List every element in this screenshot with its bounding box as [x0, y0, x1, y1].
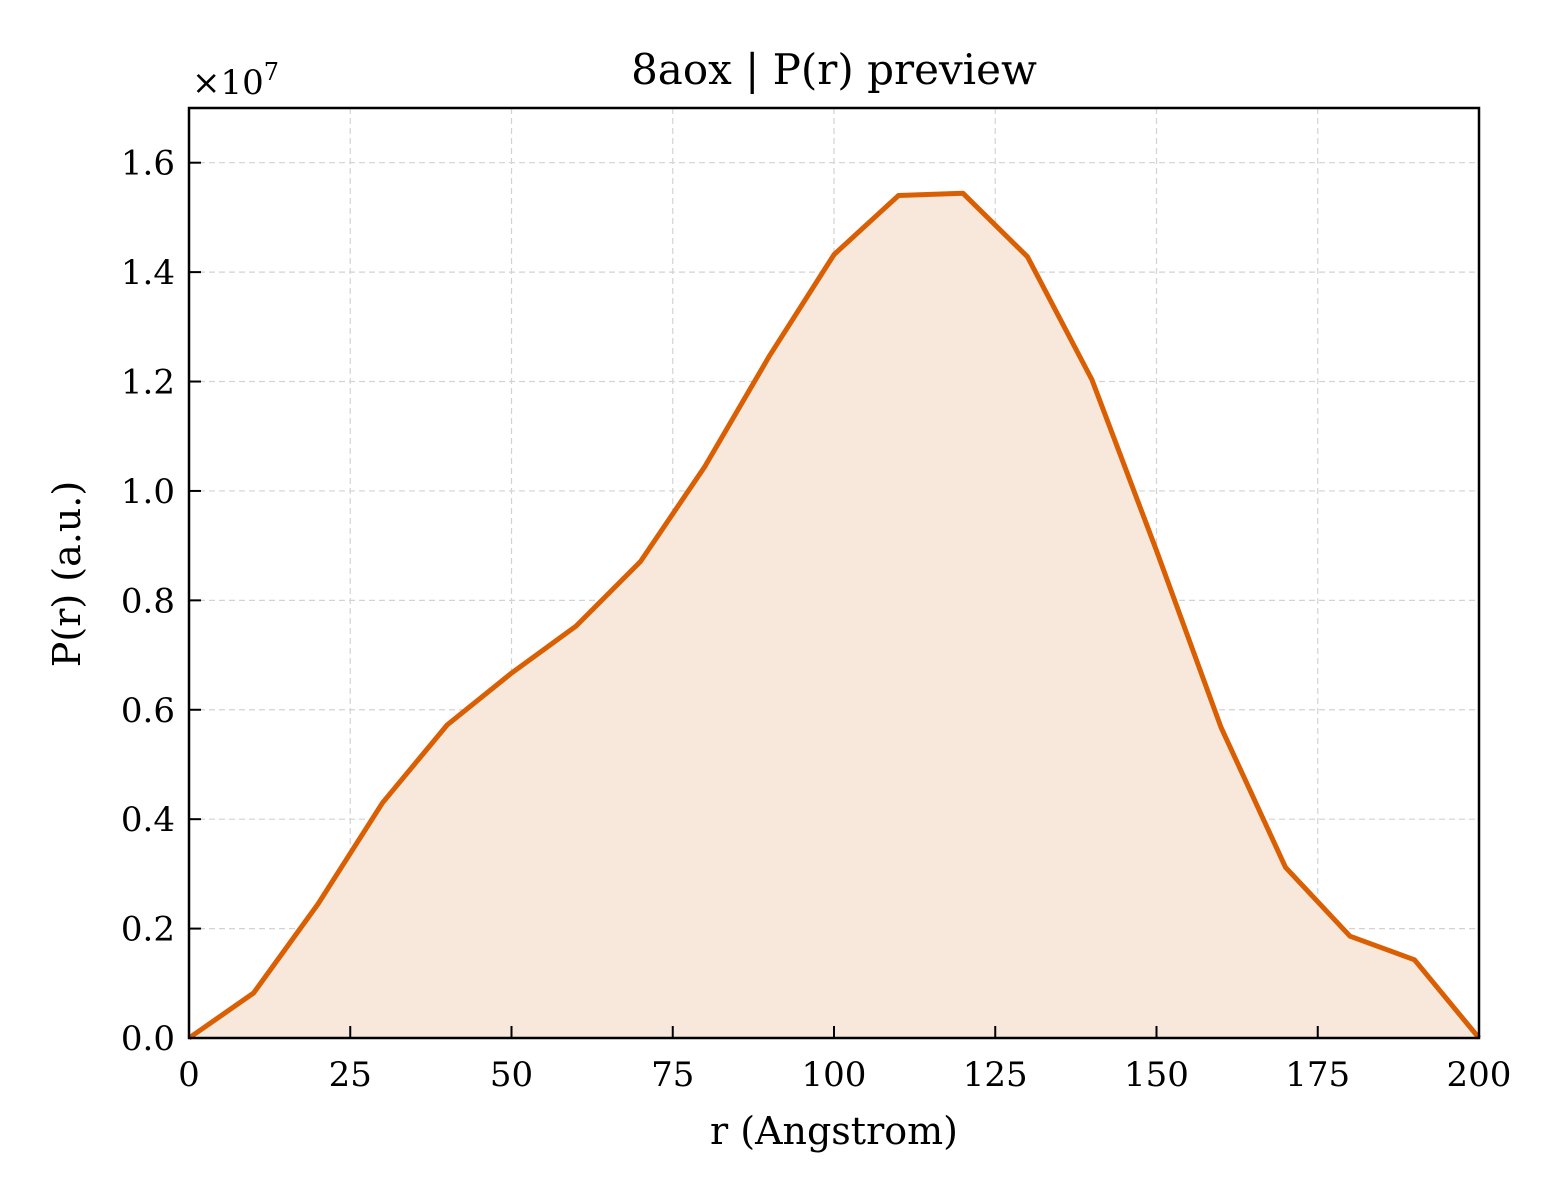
y-tick-label-6: 1.2 — [121, 363, 175, 403]
y-tick-label-5: 1.0 — [121, 472, 175, 512]
y-tick-label-0: 0.0 — [121, 1019, 175, 1059]
y-tick-label-1: 0.2 — [121, 910, 175, 950]
y-ticks: 0.0 0.2 0.4 0.6 0.8 1.0 1.2 1.4 1.6 — [121, 144, 201, 1059]
y-tick-label-3: 0.6 — [121, 691, 175, 731]
y-axis-label: P(r) (a.u.) — [45, 481, 89, 667]
y-tick-label-8: 1.6 — [121, 144, 175, 184]
pr-series-line — [187, 190, 1481, 1041]
y-tick-label-7: 1.4 — [121, 253, 175, 293]
x-tick-label-3: 75 — [651, 1055, 694, 1095]
x-tick-label-8: 200 — [1447, 1055, 1512, 1095]
x-tick-label-0: 0 — [178, 1055, 200, 1095]
x-tick-label-7: 175 — [1285, 1055, 1350, 1095]
pr-area-fill — [189, 193, 1479, 1039]
x-tick-label-6: 150 — [1124, 1055, 1189, 1095]
y-offset-base: ×10 — [192, 63, 264, 103]
x-tick-label-1: 25 — [329, 1055, 372, 1095]
chart-title: 8aox | P(r) preview — [631, 45, 1037, 94]
y-tick-label-4: 0.8 — [121, 581, 175, 621]
y-offset-exponent: 7 — [264, 58, 279, 86]
x-ticks: 0 25 50 75 100 125 150 175 200 — [178, 1026, 1511, 1095]
x-tick-label-5: 125 — [963, 1055, 1028, 1095]
x-tick-label-4: 100 — [802, 1055, 867, 1095]
y-tick-label-2: 0.4 — [121, 800, 175, 840]
x-axis-label: r (Angstrom) — [710, 1109, 958, 1153]
y-offset-label: ×107 — [192, 58, 279, 103]
x-tick-label-2: 50 — [490, 1055, 533, 1095]
